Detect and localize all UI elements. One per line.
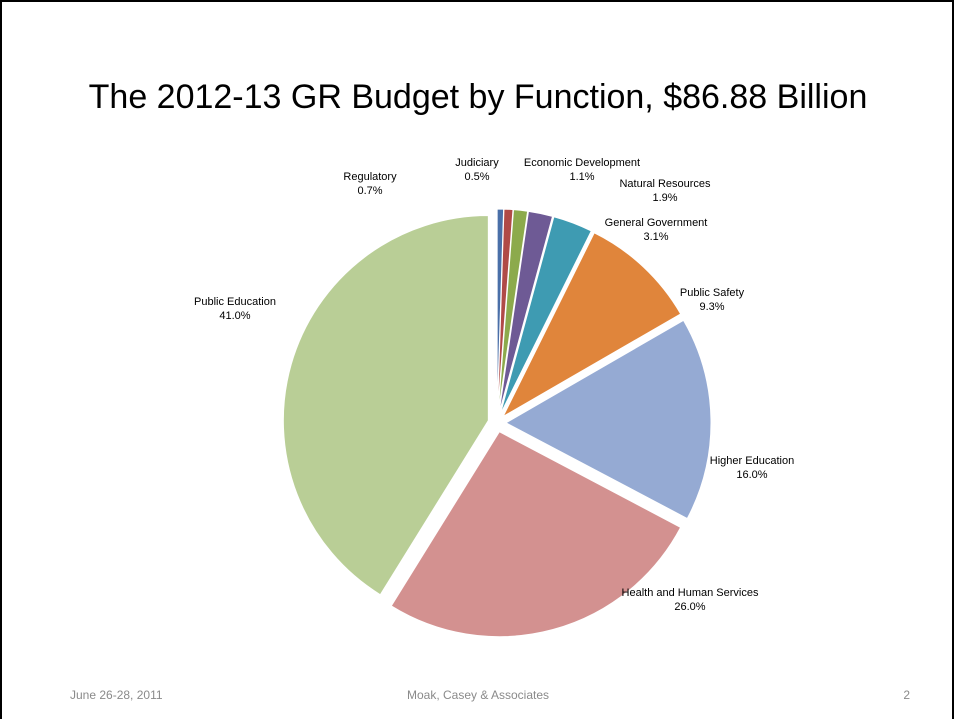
page-number: 2 <box>903 688 910 702</box>
slice-value-higher-education: 16.0% <box>736 469 767 481</box>
pie-slice-regulatory <box>496 208 514 415</box>
slice-label-regulatory: Regulatory <box>343 171 397 183</box>
pie-slice-health-and-human-services <box>390 431 682 638</box>
pie-slice-public-safety <box>501 232 682 418</box>
footer-company: Moak, Casey & Associates <box>406 688 550 702</box>
slice-label-public-safety: Public Safety <box>680 287 745 299</box>
slice-value-health-and-human-services: 26.0% <box>674 601 705 613</box>
slice-label-judiciary: Judiciary <box>455 157 499 169</box>
slice-label-general-government: General Government <box>605 217 708 229</box>
pie-slice-economic-development <box>497 209 529 415</box>
slice-label-economic-development: Economic Development <box>524 157 640 169</box>
slice-value-judiciary: 0.5% <box>464 171 489 183</box>
slice-label-public-education: Public Education <box>194 296 276 308</box>
pie-slice-higher-education <box>504 319 712 520</box>
slice-value-economic-development: 1.1% <box>569 171 594 183</box>
slice-label-natural-resources: Natural Resources <box>619 178 711 190</box>
pie-slice-general-government <box>499 216 592 415</box>
pie-slice-natural-resources <box>498 210 554 415</box>
slice-value-general-government: 3.1% <box>643 231 668 243</box>
pie-slice-public-education <box>282 215 489 596</box>
slice-value-public-safety: 9.3% <box>699 301 724 313</box>
slice-label-higher-education: Higher Education <box>710 455 794 467</box>
slide-title: The 2012-13 GR Budget by Function, $86.8… <box>88 78 868 116</box>
slice-label-health-and-human-services: Health and Human Services <box>622 587 759 599</box>
slice-value-public-education: 41.0% <box>219 310 250 322</box>
footer-date: June 26-28, 2011 <box>70 688 163 702</box>
slice-value-regulatory: 0.7% <box>357 185 382 197</box>
slice-value-natural-resources: 1.9% <box>652 192 677 204</box>
